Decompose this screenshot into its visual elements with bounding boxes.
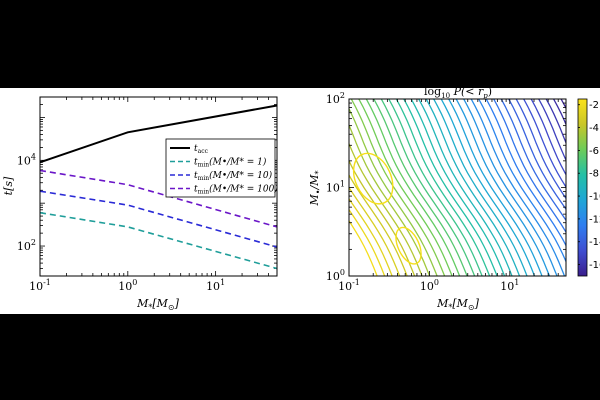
colorbar-tick-label-6: -14 (589, 237, 600, 248)
contour-line-29 (500, 99, 566, 222)
contour-line-5 (349, 159, 416, 276)
right-x-tick-label-2: 101 (500, 278, 519, 293)
figure-svg: 10-1 100 101102104M*[M⊙]t[s]tacctmin(M•/M*… (2, 88, 600, 312)
colorbar-tick-label-0: -2 (589, 100, 599, 111)
series-line-0 (39, 104, 278, 164)
contour-line-34 (538, 99, 566, 162)
contour-line-11 (365, 99, 461, 276)
contour-line-18 (418, 99, 513, 276)
contour-line-1 (349, 208, 386, 276)
right-chart-title: log10 P(< rp) (424, 88, 492, 100)
series-line-2 (39, 190, 278, 248)
contour-line-16 (403, 99, 498, 276)
contour-line-20 (433, 99, 528, 276)
contour-line-24 (463, 99, 558, 276)
colorbar-tick-label-4: -10 (589, 192, 600, 203)
right-x-axis-label: M*[M⊙] (436, 297, 480, 312)
contour-line-9 (350, 99, 446, 276)
legend-entry-3: tmin(M•/M* = 100) (194, 184, 278, 196)
contour-line-27 (485, 99, 566, 247)
contour-line-22 (448, 99, 543, 276)
colorbar (577, 98, 588, 277)
contour-line-28 (493, 99, 566, 234)
right-y-tick-label-1: 101 (326, 180, 345, 195)
colorbar-tick-label-3: -8 (589, 169, 599, 180)
contour-line-15 (395, 99, 491, 276)
legend: tacc tmin(M•/M* = 1)tmin(M•/M* = 10) tmin(… (165, 138, 278, 198)
left-y-tick-label-0: 102 (17, 238, 36, 253)
contour-line-2 (349, 197, 393, 276)
right-x-tick-label-0: 10-1 (338, 278, 360, 293)
contour-line-0 (349, 219, 378, 276)
right-y-tick-label-0: 100 (326, 268, 345, 283)
left-x-axis-label: M*[M⊙] (136, 297, 180, 312)
contour-line-19 (425, 99, 521, 276)
figure-panel: 10-1 100 101 102 104 M*[M⊙] t[s] tacc tmin(M•/M*… (0, 88, 600, 314)
contour-line-26 (478, 99, 566, 264)
series-line-3 (39, 169, 278, 228)
contour-line-31 (515, 99, 566, 200)
left-plot-frame (39, 96, 278, 277)
contour-line-10 (358, 99, 453, 276)
right-x-tick-label-1: 100 (420, 278, 439, 293)
contour-line-3 (349, 186, 401, 276)
left-x-tick-label-2: 101 (206, 278, 225, 293)
series-line-1 (39, 211, 278, 270)
legend-entry-1: tmin(M•/M* = 1) (194, 157, 267, 169)
contour-line-14 (388, 99, 483, 276)
contour-line-23 (455, 99, 551, 276)
contour-line-30 (508, 99, 566, 211)
left-x-tick-label-0: 10-1 (29, 278, 51, 293)
right-y-axis-label: M•/M* (308, 171, 323, 207)
contour-line-13 (380, 99, 476, 276)
contour-group (349, 99, 566, 276)
colorbar-tick-label-7: -16 (589, 260, 600, 271)
right-y-tick-label-2: 102 (326, 91, 345, 106)
contour-line-25 (470, 99, 566, 276)
contour-line-32 (523, 99, 566, 189)
contour-line-33 (530, 99, 566, 176)
contour-line-4 (349, 173, 408, 276)
right-plot-frame (348, 98, 567, 277)
left-y-axis-label: t[s] (2, 176, 15, 195)
contour-line-7 (349, 123, 431, 276)
left-y-tick-label-1: 104 (17, 152, 36, 167)
colorbar-tick-label-2: -6 (589, 146, 599, 157)
colorbar-tick-label-1: -4 (589, 123, 599, 134)
contour-line-21 (440, 99, 536, 276)
legend-entry-0: tacc (194, 144, 209, 155)
contour-line-6 (349, 142, 423, 276)
contour-line-8 (349, 107, 438, 276)
closed-contour-1 (395, 226, 422, 265)
colorbar-tick-label-5: -12 (589, 214, 600, 225)
legend-entry-2: tmin(M•/M* = 10) (194, 170, 273, 182)
contour-line-17 (410, 99, 506, 276)
contour-line-12 (373, 99, 468, 276)
closed-contour-0 (352, 152, 394, 205)
contour-line-35 (545, 99, 566, 145)
left-x-tick-label-1: 100 (118, 278, 137, 293)
